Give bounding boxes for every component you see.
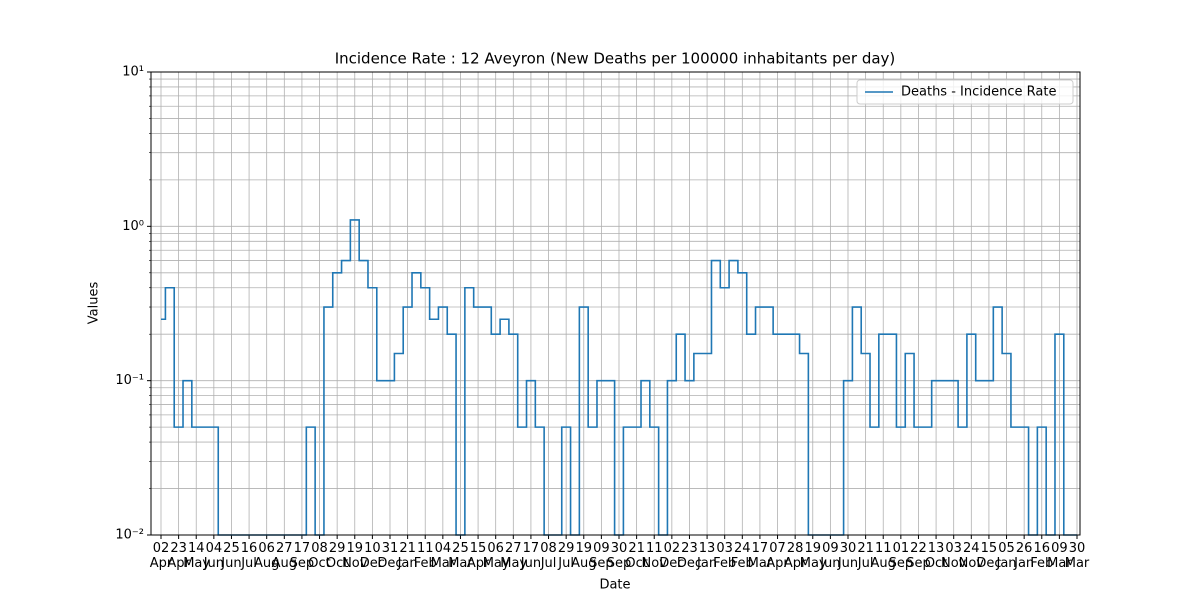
x-tick-label: 29 Oct — [325, 541, 349, 571]
x-tick-label: 21 Jul — [857, 541, 874, 571]
x-axis-label: Date — [599, 578, 630, 593]
x-tick-label: 02 Apr — [149, 541, 173, 571]
x-tick-label: 17 Sep — [289, 541, 315, 571]
x-tick-label: 29 Jul — [557, 541, 575, 571]
x-tick-label: 15 Apr — [466, 541, 490, 571]
x-tick-label: 09 Sep — [589, 541, 614, 571]
x-tick-label: 02 Dec — [659, 541, 685, 571]
x-tick-label: 15 Dec — [976, 541, 1002, 571]
x-tick-label: 16 Feb — [1030, 541, 1054, 571]
x-tick-label: 04 Jun — [203, 541, 224, 571]
x-tick-label: 30 Mar — [1064, 541, 1090, 571]
x-tick-label: 11 Feb — [413, 541, 437, 571]
x-tick-label: 08 Jul — [540, 541, 557, 571]
x-tick-label: 19 Aug — [571, 541, 597, 571]
x-tick-label: 25 Jun — [221, 541, 242, 571]
x-tick-label: 17 Mar — [747, 541, 773, 571]
x-tick-label: 19 Nov — [342, 541, 368, 571]
x-tick-label: 06 Aug — [253, 541, 280, 571]
x-tick-label: 27 May — [500, 541, 528, 571]
x-tick-label: 07 Apr — [766, 541, 789, 571]
y-axis-label: Values — [87, 282, 102, 325]
plot-frame — [150, 71, 1081, 536]
x-tick-label: 03 Nov — [941, 541, 967, 571]
x-tick-label: 21 Jan — [397, 541, 418, 571]
x-tick-label: 13 Jan — [697, 541, 718, 571]
x-tick-label: 08 Oct — [308, 541, 331, 571]
x-tick-label: 30 Jun — [837, 541, 859, 571]
x-tick-label: 27 Aug — [271, 541, 297, 571]
y-tick-label: 10⁻² — [115, 528, 144, 543]
x-tick-label: 11 Nov — [641, 541, 667, 571]
x-tick-label: 03 Feb — [713, 541, 737, 571]
x-tick-label: 06 May — [482, 541, 510, 571]
x-tick-label: 28 Apr — [783, 541, 807, 571]
x-tick-label: 05 Jan — [996, 541, 1017, 571]
x-tick-label: 14 May — [183, 541, 211, 571]
x-tick-label: 24 Nov — [958, 541, 984, 571]
y-tick-label: 10¹ — [122, 65, 144, 80]
chart-title: Incidence Rate : 12 Aveyron (New Deaths … — [335, 50, 896, 68]
x-tick-label: 11 Aug — [870, 541, 896, 571]
x-tick-label: 23 Dec — [676, 541, 703, 571]
y-tick-label: 10⁰ — [122, 219, 144, 234]
x-tick-label: 01 Sep — [888, 541, 914, 571]
x-tick-label: 30 Sep — [606, 541, 632, 571]
x-tick-label: 10 Dec — [359, 541, 385, 571]
x-tick-label: 13 Oct — [924, 541, 948, 571]
x-tick-label: 21 Oct — [625, 541, 648, 571]
x-tick-label: 22 Sep — [906, 541, 931, 571]
x-tick-label: 19 May — [799, 541, 827, 571]
y-tick-label: 10⁻¹ — [115, 373, 144, 388]
legend-label: Deaths - Incidence Rate — [901, 85, 1056, 100]
x-tick-label: 23 Apr — [167, 541, 190, 571]
x-tick-label: 04 Mar — [430, 541, 456, 571]
legend-box — [856, 79, 1074, 105]
x-tick-label: 17 Jun — [520, 541, 542, 571]
x-tick-label: 09 Jun — [820, 541, 841, 571]
x-tick-label: 26 Jan — [1014, 541, 1035, 571]
x-tick-label: 24 Feb — [730, 541, 754, 571]
x-tick-label: 16 Jul — [240, 541, 258, 571]
x-tick-label: 31 Dec — [377, 541, 403, 571]
x-tick-label: 09 Mar — [1047, 541, 1072, 571]
x-tick-label: 25 Mar — [448, 541, 473, 571]
